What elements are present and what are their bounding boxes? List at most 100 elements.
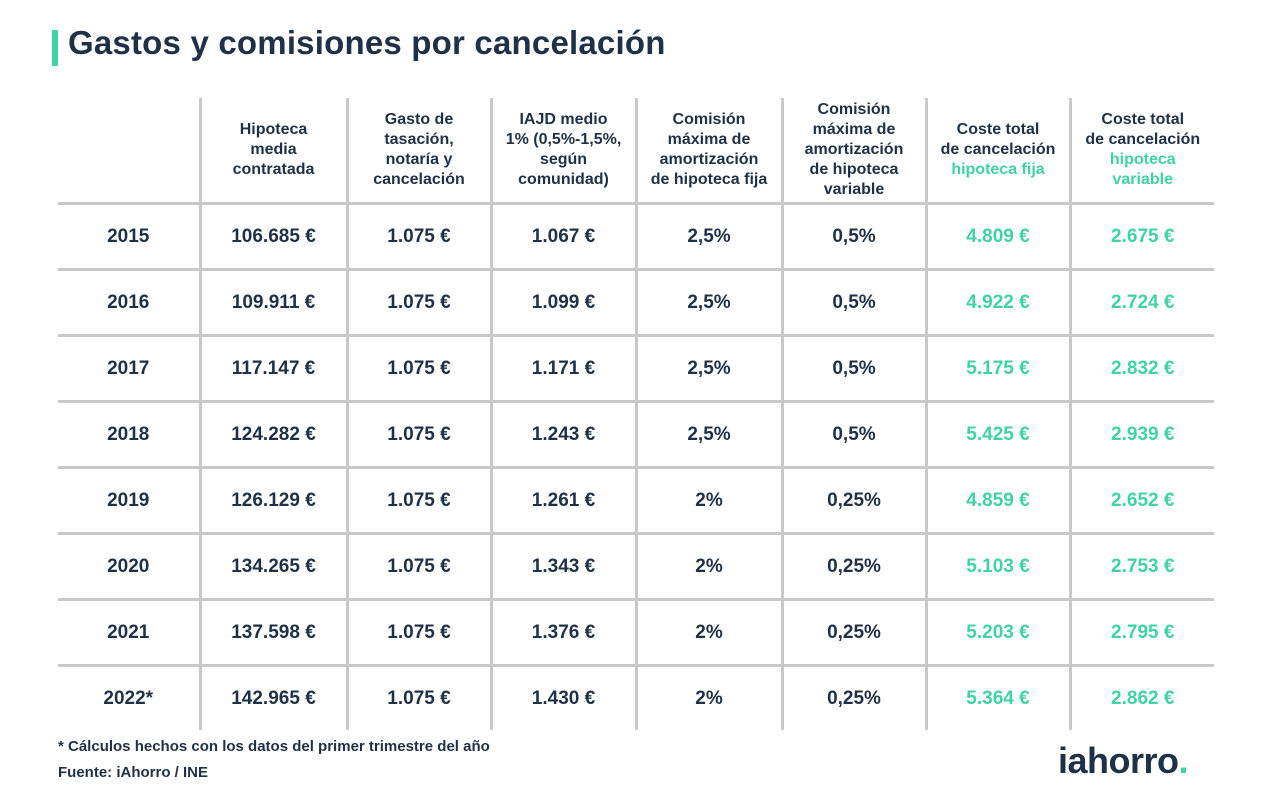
column-header-line: Comisión: [672, 111, 746, 128]
column-header: Coste total de cancelación hipoteca fija: [924, 98, 1070, 205]
value-cell: 0,25%: [780, 533, 926, 601]
header-corner: [58, 98, 200, 205]
value-cell: 2.832 €: [1068, 335, 1214, 403]
year-cell: 2022*: [103, 687, 154, 709]
table-row: 2015 106.685 €1.075 €1.067 €2,5% 0,5% 4.809…: [58, 203, 1214, 271]
page-title: Gastos y comisiones por cancelación: [68, 24, 666, 61]
column-header-line: Hipoteca: [239, 121, 308, 138]
value-cell: 0,5%: [780, 203, 926, 271]
column-header-line: IAJD medio: [519, 111, 608, 128]
column-header-line: Coste total: [1101, 111, 1185, 128]
value-cell: 0,25%: [780, 599, 926, 667]
column-header: Hipoteca media contratada: [198, 98, 347, 205]
column-header: Gasto de tasación, notaría y cancelación: [345, 98, 491, 205]
year-cell: 2017: [58, 335, 200, 403]
value-cell: 1.261 €: [489, 467, 636, 535]
logo-text: iahorro: [1058, 740, 1179, 781]
table-row: 2022* 142.965 €1.075 €1.430 €2% 0,25% 5.364…: [58, 665, 1214, 730]
column-header-line: tasación,: [384, 131, 454, 148]
column-header-line: cancelación: [373, 171, 465, 188]
value-cell: 2%: [634, 467, 782, 535]
value-cell: 2.753 €: [1068, 533, 1214, 601]
value-cell: 2.675 €: [1068, 203, 1214, 271]
column-header: Comisión máxima de amortización de hipoteca…: [634, 98, 782, 205]
value-cell: 1.075 €: [345, 269, 491, 337]
value-cell: 2.939 €: [1068, 401, 1214, 469]
value-cell: 5.425 €: [924, 401, 1070, 469]
value-cell: 2%: [634, 599, 782, 667]
column-header-line: variable: [823, 181, 885, 198]
column-header-line: comunidad): [518, 171, 609, 188]
table-row: 2021 137.598 €1.075 €1.376 €2% 0,25% 5.203 …: [58, 599, 1214, 667]
source-note: Fuente: iAhorro / INE: [58, 764, 208, 781]
iahorro-logo: iahorro.: [1058, 740, 1189, 782]
value-cell: 5.175 €: [924, 335, 1070, 403]
value-cell: 117.147 €: [198, 335, 347, 403]
value-cell: 1.343 €: [489, 533, 636, 601]
costs-table: Hipoteca media contratada Gasto de tasación,…: [58, 98, 1214, 730]
table-row: 2016 109.911 €1.075 €1.099 €2,5% 0,5% 4.922…: [58, 269, 1214, 337]
column-header-line: 1% (0,5%-1,5%,: [505, 131, 622, 148]
value-cell: 142.965 €: [198, 665, 347, 730]
table-row: 2017 117.147 €1.075 €1.171 €2,5% 0,5% 5.175…: [58, 335, 1214, 403]
column-header: IAJD medio 1% (0,5%-1,5%, según comunidad): [489, 98, 636, 205]
column-header-line: Comisión: [817, 101, 891, 118]
value-cell: 0,25%: [780, 467, 926, 535]
table-header-row: Hipoteca media contratada Gasto de tasación,…: [58, 98, 1214, 205]
column-header-line: notaría y: [385, 151, 453, 168]
column-header-line: hipoteca fija: [951, 161, 1045, 178]
value-cell: 2,5%: [634, 269, 782, 337]
value-cell: 2.795 €: [1068, 599, 1214, 667]
value-cell: 2,5%: [634, 335, 782, 403]
footnote: * Cálculos hechos con los datos del prim…: [58, 738, 490, 755]
value-cell: 1.099 €: [489, 269, 636, 337]
value-cell: 1.067 €: [489, 203, 636, 271]
value-cell: 1.075 €: [345, 203, 491, 271]
column-header-line: hipoteca: [1109, 151, 1176, 168]
value-cell: 126.129 €: [198, 467, 347, 535]
column-header-line: media: [250, 141, 297, 158]
column-header: Coste total de cancelación hipoteca variabl…: [1068, 98, 1214, 205]
value-cell: 5.203 €: [924, 599, 1070, 667]
value-cell: 4.859 €: [924, 467, 1070, 535]
value-cell: 2,5%: [634, 203, 782, 271]
value-cell: 1.171 €: [489, 335, 636, 403]
value-cell: 1.243 €: [489, 401, 636, 469]
table-body: 2015 106.685 €1.075 €1.067 €2,5% 0,5% 4.809…: [58, 203, 1214, 730]
value-cell: 2%: [634, 533, 782, 601]
value-cell: 109.911 €: [198, 269, 347, 337]
column-header-line: amortización: [659, 151, 759, 168]
column-header-line: de hipoteca fija: [650, 171, 768, 188]
value-cell: 2.862 €: [1068, 665, 1214, 730]
value-cell: 2.652 €: [1068, 467, 1214, 535]
column-header-line: máxima de: [812, 121, 896, 138]
column-header: Comisión máxima de amortización de hipoteca…: [780, 98, 926, 205]
value-cell: 4.809 €: [924, 203, 1070, 271]
column-header-line: según: [539, 151, 588, 168]
value-cell: 1.075 €: [345, 335, 491, 403]
value-cell: 1.430 €: [489, 665, 636, 730]
year-cell: 2016: [58, 269, 200, 337]
column-header-line: amortización: [804, 141, 904, 158]
year-cell: 2019: [58, 467, 200, 535]
value-cell: 2%: [634, 665, 782, 730]
column-header-line: máxima de: [667, 131, 751, 148]
value-cell: 0,25%: [780, 665, 926, 730]
value-cell: 106.685 €: [198, 203, 347, 271]
column-header-line: de cancelación: [940, 141, 1056, 158]
table-row: 2020 134.265 €1.075 €1.343 €2% 0,25% 5.103 …: [58, 533, 1214, 601]
logo-dot: .: [1178, 740, 1189, 781]
value-cell: 137.598 €: [198, 599, 347, 667]
year-cell: 2015: [58, 203, 200, 271]
year-cell: 2021: [58, 599, 200, 667]
value-cell: 1.075 €: [345, 599, 491, 667]
column-header-line: Gasto de: [384, 111, 454, 128]
value-cell: 1.075 €: [345, 401, 491, 469]
value-cell: 2.724 €: [1068, 269, 1214, 337]
value-cell: 0,5%: [780, 401, 926, 469]
year-cell: 2018: [58, 401, 200, 469]
column-header-line: contratada: [232, 161, 315, 178]
value-cell: 0,5%: [780, 269, 926, 337]
column-header-line: variable: [1112, 171, 1173, 188]
